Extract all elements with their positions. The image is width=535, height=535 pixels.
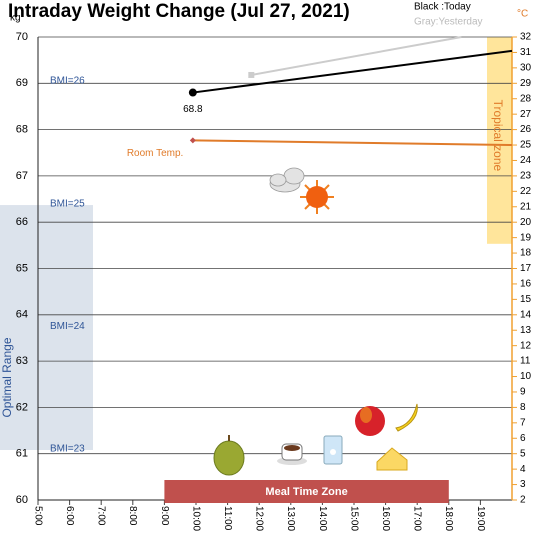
bmi-label: BMI=23 bbox=[50, 444, 85, 455]
chart-title: Intraday Weight Change (Jul 27, 2021) bbox=[8, 1, 350, 22]
y2-tick-label: 27 bbox=[520, 109, 532, 120]
x-tick-label: 13:00 bbox=[285, 506, 296, 531]
optimal-range-label: Optimal Range bbox=[0, 337, 14, 417]
cloud-icon bbox=[269, 167, 305, 193]
x-tick-label: 15:00 bbox=[348, 506, 359, 531]
y2-tick-label: 14 bbox=[520, 309, 532, 320]
series-line bbox=[192, 139, 513, 147]
y-tick-label: 61 bbox=[16, 448, 28, 460]
sun-icon bbox=[300, 180, 334, 214]
y2-tick-label: 9 bbox=[520, 387, 526, 398]
y2-tick-label: 23 bbox=[520, 171, 532, 182]
x-tick-label: 9:00 bbox=[159, 506, 170, 526]
y2-tick-label: 29 bbox=[520, 78, 532, 89]
meal-time-label: Meal Time Zone bbox=[265, 486, 347, 498]
y2-tick-label: 22 bbox=[520, 186, 532, 197]
x-tick-label: 7:00 bbox=[96, 506, 107, 526]
y-tick-label: 63 bbox=[16, 355, 28, 367]
legend-entry: Black :Today bbox=[414, 2, 471, 13]
y2-tick-label: 25 bbox=[520, 140, 532, 151]
y2-tick-label: 3 bbox=[520, 479, 526, 490]
y2-tick-label: 26 bbox=[520, 124, 532, 135]
y2-tick-label: 18 bbox=[520, 248, 532, 259]
water-icon bbox=[323, 435, 343, 465]
x-tick-label: 19:00 bbox=[475, 506, 486, 531]
bmi-label: BMI=26 bbox=[50, 76, 85, 87]
y2-tick-label: 2 bbox=[520, 495, 526, 506]
y2-tick-label: 15 bbox=[520, 294, 532, 305]
y2-tick-label: 20 bbox=[520, 217, 532, 228]
icons bbox=[213, 167, 418, 476]
apple-icon bbox=[355, 406, 385, 436]
data-label: 68.8 bbox=[183, 104, 203, 115]
x-tick-label: 8:00 bbox=[127, 506, 138, 526]
x-tick-label: 18:00 bbox=[443, 506, 454, 531]
y-tick-label: 60 bbox=[16, 494, 28, 506]
cheese-icon bbox=[376, 447, 408, 471]
y2-tick-label: 30 bbox=[520, 63, 532, 74]
x-tick-label: 5:00 bbox=[32, 506, 43, 526]
y-tick-label: 65 bbox=[16, 262, 28, 274]
optimal-range-band bbox=[0, 205, 93, 450]
banana-icon bbox=[395, 403, 418, 432]
coffee-icon bbox=[277, 443, 307, 465]
x-tick-label: 6:00 bbox=[64, 506, 75, 526]
y2-tick-label: 12 bbox=[520, 340, 532, 351]
y2-tick-label: 11 bbox=[520, 356, 531, 367]
y2-tick-label: 17 bbox=[520, 263, 532, 274]
durian-icon bbox=[213, 435, 245, 476]
y2-tick-label: 16 bbox=[520, 279, 532, 290]
series-line bbox=[251, 36, 462, 76]
meal-time-band bbox=[164, 480, 449, 503]
y2-tick-label: 28 bbox=[520, 93, 532, 104]
y-tick-label: 67 bbox=[16, 170, 28, 182]
y2-tick-label: 8 bbox=[520, 402, 526, 413]
y2-tick-label: 32 bbox=[520, 32, 532, 43]
y2-tick-label: 19 bbox=[520, 232, 532, 243]
y2-tick-label: 21 bbox=[520, 201, 532, 212]
y2-tick-label: 31 bbox=[520, 47, 532, 58]
y-axis-label: kg bbox=[10, 13, 21, 24]
y-tick-label: 70 bbox=[16, 31, 28, 43]
series-name-label: Room Temp. bbox=[127, 148, 184, 159]
y2-tick-label: 5 bbox=[520, 448, 526, 459]
x-tick-label: 16:00 bbox=[380, 506, 391, 531]
point-marker bbox=[189, 137, 196, 144]
y2-tick-label: 4 bbox=[520, 464, 526, 475]
y2-axis-label: °C bbox=[517, 9, 528, 20]
tropical-zone-band bbox=[487, 37, 512, 244]
tropical-zone-label: Tropical zone bbox=[491, 100, 505, 172]
x-tick-label: 10:00 bbox=[190, 506, 201, 531]
series-line bbox=[192, 49, 513, 94]
y-tick-label: 69 bbox=[16, 77, 28, 89]
y2-tick-label: 13 bbox=[520, 325, 532, 336]
legend-entry: Gray:Yesterday bbox=[414, 17, 483, 28]
y2-tick-label: 7 bbox=[520, 417, 526, 428]
x-tick-label: 11:00 bbox=[222, 506, 233, 531]
x-tick-label: 14:00 bbox=[317, 506, 328, 531]
y-tick-label: 66 bbox=[16, 216, 28, 228]
y2-tick-label: 10 bbox=[520, 371, 532, 382]
point-marker bbox=[248, 71, 255, 78]
y2-tick-label: 6 bbox=[520, 433, 526, 444]
point-marker bbox=[188, 88, 197, 97]
x-tick-label: 17:00 bbox=[412, 506, 423, 531]
y2-tick-label: 24 bbox=[520, 155, 532, 166]
bmi-label: BMI=24 bbox=[50, 321, 85, 332]
bmi-label: BMI=25 bbox=[50, 198, 85, 209]
y-tick-label: 64 bbox=[16, 309, 28, 321]
y-tick-label: 62 bbox=[16, 401, 28, 413]
x-tick-label: 12:00 bbox=[254, 506, 265, 531]
y-tick-label: 68 bbox=[16, 124, 28, 136]
